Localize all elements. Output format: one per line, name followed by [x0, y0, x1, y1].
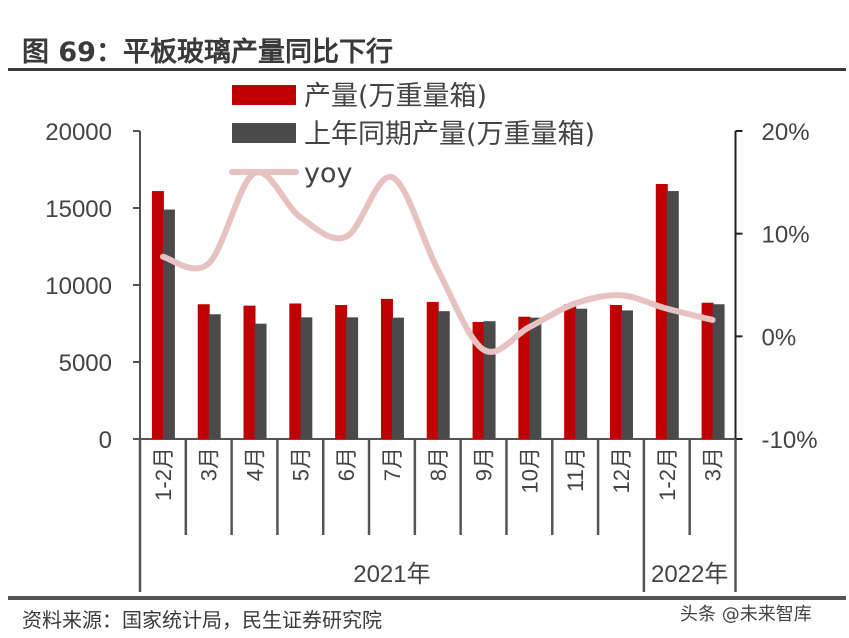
category-label: 8月	[426, 447, 451, 481]
right-tick-label: 10%	[762, 222, 810, 249]
bar-prior-year	[162, 209, 175, 439]
bar-production	[655, 183, 668, 439]
bar-prior-year	[391, 317, 404, 439]
category-label: 7月	[380, 447, 405, 481]
category-label: 12月	[609, 447, 634, 493]
bar-prior-year	[575, 308, 588, 439]
bar-production	[701, 302, 714, 439]
left-tick-label: 0	[99, 427, 112, 454]
source-note: 资料来源：国家统计局，民生证券研究院	[22, 608, 382, 632]
right-tick-label: 0%	[762, 324, 797, 351]
category-label: 6月	[334, 447, 359, 481]
category-label: 4月	[243, 447, 268, 481]
bar-production	[380, 298, 393, 439]
bar-production	[289, 303, 302, 439]
category-label: 1-2月	[655, 447, 680, 501]
left-tick-label: 10000	[45, 273, 112, 300]
category-label: 10月	[517, 447, 542, 493]
year-label: 2021年	[353, 561, 430, 588]
bar-prior-year	[666, 191, 679, 439]
category-label: 5月	[288, 447, 313, 481]
bar-production	[564, 304, 577, 439]
left-tick-label: 20000	[45, 119, 112, 146]
right-tick-label: -10%	[762, 427, 818, 454]
bar-prior-year	[712, 304, 725, 439]
bar-prior-year	[529, 317, 542, 439]
bar-production	[151, 191, 164, 439]
category-label: 3月	[701, 447, 726, 481]
chart-title: 图 69：平板玻璃产量同比下行	[22, 37, 393, 68]
bar-prior-year	[346, 317, 359, 439]
bar-production	[197, 304, 210, 439]
bar-prior-year	[437, 311, 450, 439]
bar-prior-year	[483, 321, 496, 439]
bar-prior-year	[254, 323, 267, 439]
legend-swatch	[232, 123, 296, 143]
left-tick-label: 15000	[45, 196, 112, 223]
category-label: 11月	[563, 447, 588, 492]
legend-label: 上年同期产量(万重量箱)	[304, 119, 595, 150]
bar-prior-year	[208, 314, 221, 439]
left-tick-label: 5000	[59, 350, 112, 377]
category-label: 3月	[197, 447, 222, 481]
year-label: 2022年	[651, 561, 728, 588]
category-label: 1-2月	[151, 447, 176, 501]
legend-label: 产量(万重量箱)	[304, 81, 487, 112]
bottom-divider	[8, 596, 846, 600]
title-divider	[8, 68, 846, 71]
watermark: 头条 @未来智库	[680, 604, 812, 625]
bar-production	[426, 301, 439, 439]
category-label: 9月	[472, 447, 497, 481]
bar-production	[243, 305, 256, 439]
bar-production	[335, 305, 348, 439]
bar-production	[609, 305, 622, 439]
legend-label: yoy	[304, 158, 352, 189]
right-tick-label: 20%	[762, 119, 810, 146]
bar-production	[518, 316, 531, 439]
bar-prior-year	[300, 317, 313, 439]
bar-prior-year	[620, 310, 633, 439]
legend-swatch	[232, 85, 296, 105]
